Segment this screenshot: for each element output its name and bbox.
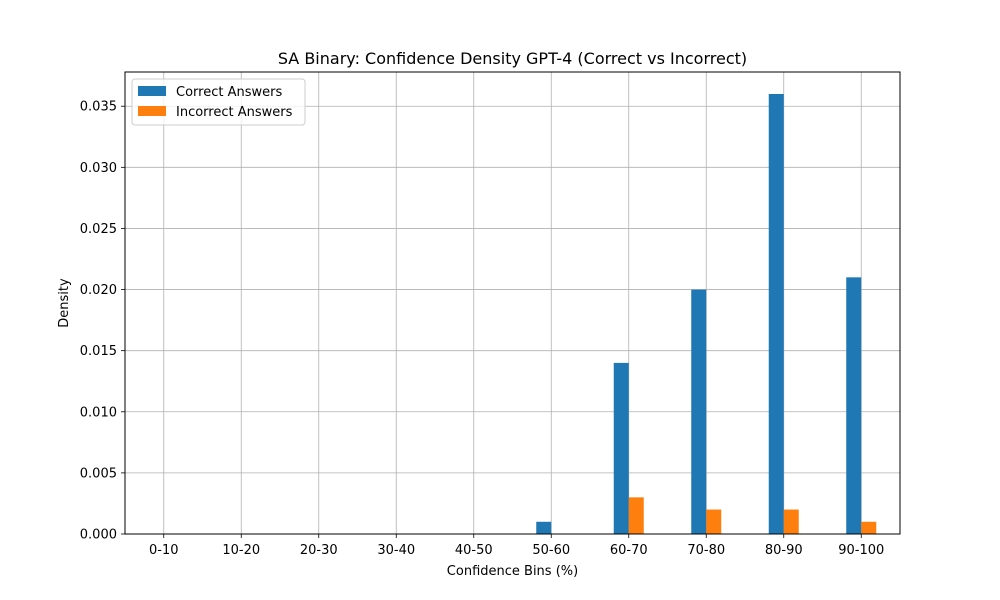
x-tick-label: 20-30 [300, 543, 338, 558]
y-tick-label: 0.025 [80, 222, 117, 237]
x-tick-label: 50-60 [532, 543, 570, 558]
y-tick-label: 0.030 [80, 161, 117, 176]
x-tick-label: 70-80 [687, 543, 725, 558]
bar-incorrect [861, 521, 877, 534]
axis-ticks: 0-10 10-20 20-30 30-40 40-50 50-60 60-70 70-80 8… [80, 100, 884, 558]
legend-swatch-incorrect [138, 106, 166, 116]
x-tick-label: 80-90 [765, 543, 803, 558]
y-tick-label: 0.015 [80, 344, 117, 359]
legend-swatch-correct [138, 86, 166, 96]
bar-incorrect [706, 509, 722, 534]
chart-title: SA Binary: Confidence Density GPT-4 (Cor… [278, 49, 747, 68]
y-tick-label: 0.010 [80, 405, 117, 420]
bar-incorrect [628, 497, 644, 534]
x-tick-label: 10-20 [222, 543, 260, 558]
bar-correct [768, 94, 784, 534]
plot-frame [124, 71, 901, 535]
x-tick-label: 90-100 [838, 543, 884, 558]
y-axis-label: Density [57, 278, 72, 328]
bar-correct [846, 277, 862, 534]
x-axis-label: Confidence Bins (%) [447, 564, 578, 579]
y-tick-label: 0.005 [80, 466, 117, 481]
legend: Correct Answers Incorrect Answers [131, 78, 306, 126]
legend-label-correct: Correct Answers [176, 85, 282, 100]
legend-box [131, 78, 306, 126]
legend-label-incorrect: Incorrect Answers [176, 105, 293, 120]
x-tick-label: 30-40 [377, 543, 415, 558]
bar-correct [536, 521, 552, 534]
y-tick-label: 0.035 [80, 100, 117, 115]
y-tick-label: 0.000 [80, 528, 117, 543]
bar-correct [613, 362, 629, 534]
bar-incorrect [783, 509, 799, 534]
bar-correct [691, 289, 707, 534]
x-tick-label: 40-50 [455, 543, 493, 558]
y-tick-label: 0.020 [80, 283, 117, 298]
bars [536, 94, 877, 534]
x-tick-label: 0-10 [149, 543, 179, 558]
x-tick-label: 60-70 [610, 543, 648, 558]
